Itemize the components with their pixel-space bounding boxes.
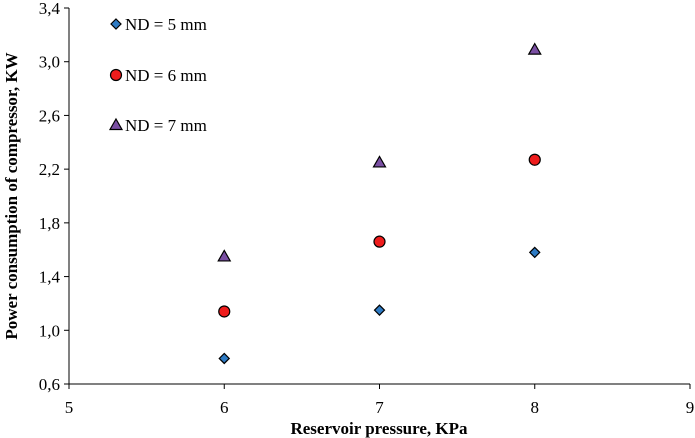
legend-label: ND = 6 mm bbox=[125, 66, 207, 85]
data-point-circle bbox=[373, 235, 386, 248]
x-tick-label: 9 bbox=[686, 398, 695, 417]
data-point-diamond bbox=[373, 304, 386, 316]
legend-marker-diamond bbox=[110, 18, 122, 30]
x-tick-label: 7 bbox=[375, 398, 384, 417]
y-tick-label: 0,6 bbox=[39, 375, 60, 394]
data-point-circle bbox=[218, 305, 231, 318]
y-tick-label: 2,2 bbox=[39, 160, 60, 179]
legend: ND = 5 mm ND = 6 mm ND = 7 mm bbox=[108, 15, 207, 135]
legend-marker-circle bbox=[109, 68, 123, 82]
data-point-triangle bbox=[527, 42, 542, 55]
axes bbox=[68, 8, 690, 385]
data-points bbox=[217, 42, 542, 365]
y-tick-label: 3,4 bbox=[39, 0, 61, 18]
x-ticks: 5 6 7 8 9 bbox=[65, 384, 695, 417]
y-axis-label: Power consumption of compressor, KW bbox=[2, 52, 21, 339]
data-point-diamond bbox=[528, 246, 541, 259]
y-ticks: 0,6 1,0 1,4 1,8 2,2 2,6 3,0 3,4 bbox=[39, 0, 69, 394]
x-axis-label: Reservoir pressure, KPa bbox=[290, 419, 468, 438]
data-point-circle bbox=[528, 153, 541, 166]
y-tick-label: 1,0 bbox=[39, 321, 60, 340]
x-tick-label: 8 bbox=[531, 398, 540, 417]
x-tick-label: 6 bbox=[220, 398, 229, 417]
data-point-triangle bbox=[372, 155, 387, 168]
legend-label: ND = 5 mm bbox=[125, 15, 207, 34]
data-point-diamond bbox=[218, 352, 231, 365]
legend-marker-triangle bbox=[108, 117, 124, 131]
legend-label: ND = 7 mm bbox=[125, 116, 207, 135]
y-tick-label: 1,8 bbox=[39, 214, 60, 233]
y-tick-label: 3,0 bbox=[39, 53, 60, 72]
y-tick-label: 1,4 bbox=[39, 268, 61, 287]
y-tick-label: 2,6 bbox=[39, 106, 60, 125]
x-tick-label: 5 bbox=[65, 398, 74, 417]
data-point-triangle bbox=[217, 249, 232, 262]
